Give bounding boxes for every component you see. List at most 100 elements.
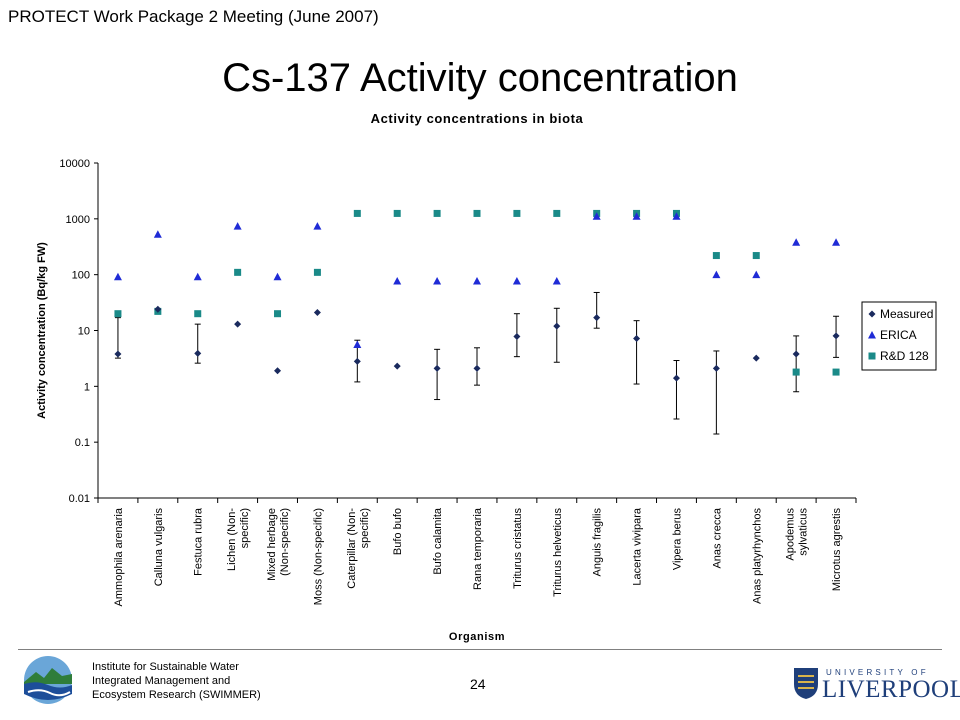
x-axis-label: Organism <box>449 631 505 643</box>
page-number: 24 <box>470 676 486 692</box>
x-category-label-line: Anas platyrhynchos <box>751 508 763 604</box>
legend-entry: ERICA <box>880 328 917 342</box>
x-category-label: Caterpillar (Non-specific) <box>346 508 371 589</box>
data-point-diamond <box>274 367 282 375</box>
x-category-label-line: Lacerta vivipara <box>632 507 644 586</box>
x-category-label: Moss (Non-specific) <box>312 508 324 605</box>
data-point-square <box>712 252 720 260</box>
legend-marker-triangle <box>868 331 876 339</box>
data-point-square <box>752 252 760 260</box>
x-category-label: Ammophila arenaria <box>113 507 125 606</box>
x-category-label-line: Caterpillar (Non- <box>346 508 358 589</box>
data-point-square <box>513 209 521 217</box>
x-category-label-line: specific) <box>359 508 371 548</box>
data-point-triangle <box>832 238 841 246</box>
x-category-label-line: sylvaticus <box>798 508 810 556</box>
x-category-label-line: Apodemus <box>785 508 797 561</box>
university-crest-icon <box>794 668 818 699</box>
x-category-label-line: Calluna vulgaris <box>153 508 165 587</box>
x-category-label: Microtus agrestis <box>831 508 843 592</box>
legend-marker-square <box>868 352 876 360</box>
data-point-triangle <box>512 277 521 285</box>
data-point-diamond <box>393 362 401 370</box>
data-point-triangle <box>632 212 641 220</box>
y-tick-label: 0.01 <box>69 493 90 505</box>
x-category-label-line: Anas crecca <box>711 507 723 568</box>
institute-line: Integrated Management and <box>92 675 231 687</box>
data-point-triangle <box>672 212 681 220</box>
data-point-square <box>792 368 800 376</box>
data-point-triangle <box>273 272 282 281</box>
chart-title: Activity concentrations in biota <box>371 111 584 126</box>
slide-title: Cs-137 Activity concentration <box>222 56 738 100</box>
institute-line: Institute for Sustainable Water <box>92 661 239 673</box>
data-point-square <box>353 209 361 217</box>
x-category-label: Bufo bufo <box>392 508 404 555</box>
data-point-diamond <box>473 364 481 372</box>
data-point-diamond <box>832 332 840 340</box>
y-tick-label: 10000 <box>59 158 90 170</box>
data-point-triangle <box>153 230 162 238</box>
x-category-label: Anas crecca <box>711 507 723 568</box>
x-category-label-line: Vipera berus <box>671 508 683 571</box>
y-tick-label: 0.1 <box>75 437 90 449</box>
y-tick-label: 100 <box>72 270 90 282</box>
y-tick-label: 1000 <box>66 214 90 226</box>
data-point-diamond <box>513 333 521 341</box>
x-category-label-line: Microtus agrestis <box>831 508 843 592</box>
data-point-square <box>393 209 401 217</box>
x-category-label-line: Mixed herbage <box>266 508 278 581</box>
data-point-diamond <box>114 350 122 358</box>
x-category-label: Lacerta vivipara <box>632 507 644 586</box>
data-point-triangle <box>233 222 242 230</box>
x-category-label: Calluna vulgaris <box>153 508 165 587</box>
x-category-label: Apodemussylvaticus <box>785 508 810 561</box>
data-point-square <box>313 268 321 276</box>
chart: Activity concentrations in biota 0.01 0.1 1… <box>36 111 937 643</box>
institute-line: Ecosystem Research (SWIMMER) <box>92 689 261 701</box>
swimmer-logo-icon <box>24 656 72 704</box>
meeting-header: PROTECT Work Package 2 Meeting (June 200… <box>8 7 379 26</box>
x-category-label-line: Bufo bufo <box>392 508 404 555</box>
y-tick-label: 1 <box>84 381 90 393</box>
y-tick-label: 10 <box>78 326 90 338</box>
data-point-diamond <box>313 309 321 317</box>
data-point-diamond <box>752 354 760 362</box>
data-point-triangle <box>792 238 801 246</box>
x-category-label-line: Anguis fragilis <box>592 508 604 577</box>
data-point-square <box>114 310 122 318</box>
data-point-square <box>234 268 242 276</box>
data-point-triangle <box>712 270 721 279</box>
data-point-triangle <box>313 222 322 230</box>
x-category-label-line: Rana temporaria <box>472 507 484 590</box>
data-point-triangle <box>552 277 561 285</box>
data-point-triangle <box>473 277 481 285</box>
x-category-label-line: Festuca rubra <box>193 507 205 576</box>
x-category-label: Vipera berus <box>671 508 683 571</box>
data-point-triangle <box>193 272 202 281</box>
legend-entry: R&D 128 <box>880 349 929 363</box>
footer-divider <box>18 649 942 650</box>
data-point-square <box>194 310 202 318</box>
data-point-diamond <box>234 320 242 328</box>
x-category-label: Lichen (Non-specific) <box>226 508 251 571</box>
data-point-square <box>433 209 441 217</box>
data-point-square <box>274 310 282 318</box>
data-point-diamond <box>353 357 361 365</box>
y-axis-label: Activity concentration (Bq/kg FW) <box>36 242 48 419</box>
x-category-label: Anguis fragilis <box>592 508 604 577</box>
data-point-square <box>473 209 481 217</box>
data-point-diamond <box>712 364 720 372</box>
data-point-diamond <box>672 374 680 382</box>
data-point-triangle <box>113 272 122 281</box>
data-point-triangle <box>353 340 362 349</box>
legend: Measured ERICA R&D 128 <box>861 301 937 371</box>
university-name: LIVERPOOL <box>822 676 960 703</box>
institute-name: Institute for Sustainable Water Integrat… <box>92 660 302 702</box>
x-category-label: Triturus cristatus <box>512 508 524 589</box>
data-point-square <box>832 368 840 376</box>
x-category-label: Mixed herbage(Non-specific) <box>266 508 291 581</box>
data-point-triangle <box>433 277 442 285</box>
x-category-label-line: Ammophila arenaria <box>113 507 125 606</box>
x-category-label: Triturus helveticus <box>552 508 564 597</box>
